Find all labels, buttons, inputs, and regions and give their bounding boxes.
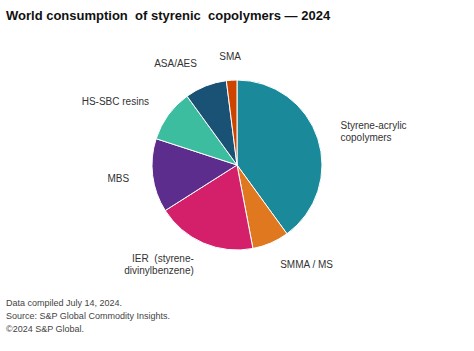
slice-label: SMMA / MS [280, 259, 333, 270]
pie-slice [226, 80, 237, 165]
title: World consumption of styrenic copolymers… [6, 8, 331, 23]
chart-container: World consumption of styrenic copolymers… [0, 0, 474, 351]
slice-label: HS-SBC resins [82, 96, 149, 107]
pie [152, 80, 322, 250]
slice-label: Styrene-acryliccopolymers [340, 120, 406, 143]
pie-slice [187, 81, 237, 165]
footnote: Source: S&P Global Commodity Insights. [6, 311, 170, 321]
slice-label: MBS [107, 173, 129, 184]
slice-labels: Styrene-acryliccopolymers SMMA / MS IER (s… [82, 51, 407, 276]
footnote: ©2024 S&P Global. [6, 324, 84, 334]
background [0, 0, 474, 351]
slice-label: ASA/AES [154, 58, 197, 69]
chart: World consumption of styrenic copolymers… [0, 0, 474, 351]
footnote: Data compiled July 14, 2024. [6, 298, 122, 308]
slice-label: SMA [219, 51, 241, 62]
slice-label: IER (styrene-divinylbenzene) [124, 253, 194, 276]
